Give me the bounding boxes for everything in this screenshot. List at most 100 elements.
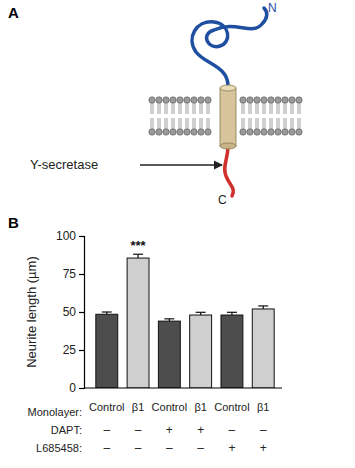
lipid-tail [270, 118, 271, 129]
error-bar [227, 312, 237, 315]
lipid-tail [251, 103, 252, 114]
lipid-tail [167, 103, 168, 114]
cylinder-bottom [220, 143, 236, 149]
lipid-tail [195, 118, 196, 129]
bar [96, 314, 118, 388]
lipid-tail [202, 103, 203, 114]
x-tick: Control [89, 388, 124, 413]
y-tick-label: 100 [56, 229, 76, 243]
bars [96, 254, 274, 388]
panel-b: B0255075100Neurite length (µm)***Control… [8, 214, 282, 455]
condition-cell: – [103, 441, 110, 455]
lipid-tail [279, 118, 280, 129]
condition-cell: + [197, 423, 204, 437]
lipid-tail [298, 118, 299, 129]
lipid-head [268, 129, 274, 135]
x-axis-line [84, 387, 282, 388]
y-tick: 75 [63, 267, 84, 281]
bar [158, 321, 180, 388]
y-tick: 25 [63, 343, 84, 357]
lipid-tail [165, 118, 166, 129]
lipid-head [184, 129, 190, 135]
y-tick-label: 0 [69, 381, 76, 395]
c-terminus-label: C [218, 193, 227, 207]
y-axis-line [79, 237, 85, 389]
n-terminal-domain [192, 8, 267, 86]
lipid-tail [188, 118, 189, 129]
condition-cell: – [197, 441, 204, 455]
lipid-head [254, 97, 260, 103]
lipid-tail [300, 118, 301, 129]
lipid-tail [265, 118, 266, 129]
lipid-head [296, 97, 302, 103]
y-tick-mark [79, 350, 84, 351]
lipid-tail [207, 103, 208, 114]
y-tick-mark [79, 312, 84, 313]
lipid-tail [172, 118, 173, 129]
lipid-tail [209, 103, 210, 114]
lipid-tail [286, 103, 287, 114]
lipid-tail [291, 118, 292, 129]
lipid-head [198, 97, 204, 103]
lipid-tail [251, 118, 252, 129]
lipid-head [149, 97, 155, 103]
x-tick-label: β1 [194, 401, 206, 413]
error-bar [258, 306, 268, 309]
x-tick-label: Control [214, 401, 249, 413]
panel-label: B [8, 214, 19, 231]
error-bar [102, 312, 112, 314]
lipid-tail [284, 103, 285, 114]
y-tick-label: 75 [63, 267, 77, 281]
lipid-head [177, 97, 183, 103]
lipid-tail [207, 118, 208, 129]
lipid-tail [291, 103, 292, 114]
x-tick: β1 [132, 388, 144, 413]
lipid-head [247, 97, 253, 103]
lipid-tail [160, 103, 161, 114]
lipid-tail [188, 103, 189, 114]
lipid-tail [272, 118, 273, 129]
lipid-tail [179, 103, 180, 114]
y-tick-label: 25 [63, 343, 77, 357]
x-tick-label: Control [152, 401, 187, 413]
lipid-tail [186, 118, 187, 129]
lipid-head [163, 97, 169, 103]
lipid-head [156, 97, 162, 103]
row-label: Monolayer: [28, 406, 82, 418]
arrow [140, 164, 222, 165]
lipid-tail [244, 118, 245, 129]
bar [190, 315, 212, 388]
lipid-head [261, 97, 267, 103]
lipid-tail [277, 118, 278, 129]
cylinder-top [220, 85, 236, 91]
lipid-tail [195, 103, 196, 114]
lipid-head [289, 129, 295, 135]
error-bar-cap [102, 311, 112, 312]
lipid-head [170, 97, 176, 103]
lipid-tail [258, 118, 259, 129]
panel-a: ANCY-secretase [8, 1, 302, 207]
lipid-tail [277, 103, 278, 114]
lipid-tail [270, 103, 271, 114]
lipid-head [282, 97, 288, 103]
row-label: DAPT: [51, 424, 82, 436]
lipid-tail [193, 103, 194, 114]
c-terminal-tail [225, 146, 234, 196]
lipid-head [240, 129, 246, 135]
lipid-head [282, 129, 288, 135]
lipid-head [191, 129, 197, 135]
y-tick: 50 [63, 305, 84, 319]
lipid-head [275, 129, 281, 135]
lipid-tail [158, 103, 159, 114]
lipid-head [149, 129, 155, 135]
lipid-tail [279, 103, 280, 114]
lipid-head [177, 129, 183, 135]
lipid-tail [181, 103, 182, 114]
error-bar-cap [164, 318, 174, 319]
lipid-tail [265, 103, 266, 114]
lipid-tail [300, 103, 301, 114]
x-axis: Controlβ1Controlβ1Controlβ1 [84, 388, 282, 413]
cylinder-body [220, 88, 236, 146]
condition-cell: + [260, 441, 267, 455]
error-bar [133, 254, 143, 258]
